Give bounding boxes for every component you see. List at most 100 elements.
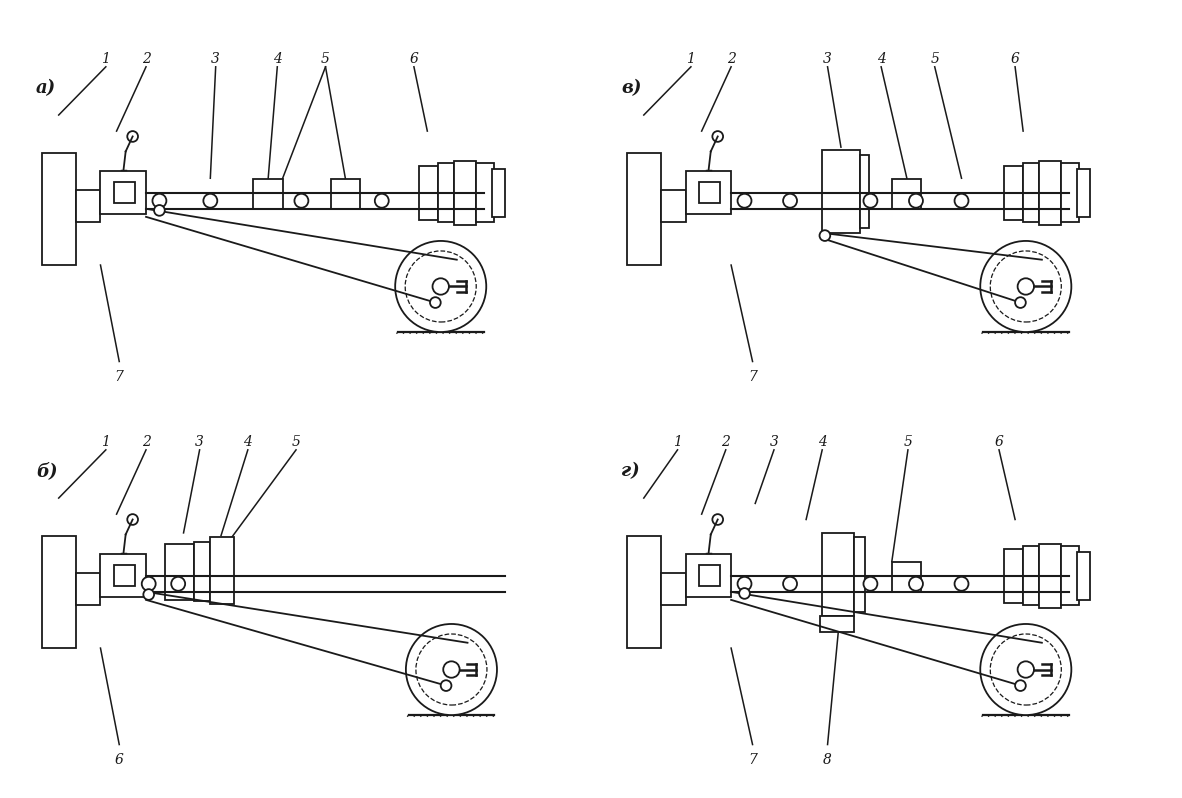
Text: 7: 7 (748, 753, 756, 767)
Bar (492, 168, 505, 217)
Circle shape (441, 680, 452, 691)
Circle shape (128, 131, 138, 142)
Circle shape (294, 194, 309, 207)
Bar (662, 573, 686, 605)
Circle shape (143, 589, 154, 600)
Bar (41, 152, 77, 265)
Bar (1077, 551, 1090, 600)
Bar (420, 166, 439, 219)
Bar (210, 537, 234, 604)
Bar (686, 555, 732, 597)
Text: 1: 1 (102, 435, 110, 448)
Text: 1: 1 (687, 52, 695, 65)
Bar (331, 180, 361, 209)
Circle shape (430, 297, 441, 308)
Circle shape (784, 194, 797, 207)
Text: 7: 7 (115, 369, 124, 384)
Text: 2: 2 (142, 435, 150, 448)
Circle shape (980, 624, 1071, 715)
Bar (626, 535, 662, 648)
Text: 7: 7 (748, 369, 756, 384)
Circle shape (819, 230, 830, 241)
Circle shape (1015, 297, 1026, 308)
Circle shape (1018, 279, 1034, 294)
Circle shape (955, 194, 968, 207)
Bar (113, 565, 135, 587)
Text: б): б) (37, 462, 58, 480)
Bar (1005, 166, 1024, 219)
Bar (859, 155, 869, 227)
Bar (100, 555, 147, 597)
Text: 3: 3 (769, 435, 779, 448)
Circle shape (784, 577, 797, 591)
Text: 3: 3 (195, 435, 204, 448)
Circle shape (713, 131, 723, 142)
Bar (1060, 547, 1079, 605)
Text: 6: 6 (1011, 52, 1020, 65)
Bar (686, 172, 732, 214)
Circle shape (375, 194, 389, 207)
Circle shape (909, 194, 923, 207)
Bar (1024, 547, 1039, 605)
Bar (253, 180, 282, 209)
Text: 5: 5 (903, 435, 913, 448)
Text: 8: 8 (823, 753, 832, 767)
Circle shape (395, 241, 486, 332)
Text: 2: 2 (727, 52, 735, 65)
Bar (823, 533, 855, 616)
Circle shape (864, 194, 877, 207)
Bar (164, 543, 194, 600)
Bar (77, 190, 100, 222)
Text: 1: 1 (673, 435, 682, 448)
Bar (626, 152, 662, 265)
Circle shape (738, 577, 752, 591)
Text: 5: 5 (322, 52, 330, 65)
Bar (699, 565, 720, 587)
Bar (1024, 164, 1039, 222)
Bar (439, 164, 454, 222)
Circle shape (713, 514, 723, 525)
Bar (454, 160, 475, 225)
Text: 3: 3 (212, 52, 220, 65)
Text: 6: 6 (409, 52, 418, 65)
Text: 5: 5 (292, 435, 300, 448)
Text: в): в) (622, 79, 642, 97)
Circle shape (739, 588, 749, 598)
Circle shape (128, 514, 138, 525)
Bar (819, 616, 855, 632)
Circle shape (142, 577, 156, 591)
Circle shape (405, 624, 496, 715)
Text: а): а) (37, 79, 57, 97)
Bar (1060, 164, 1079, 222)
Text: 2: 2 (142, 52, 150, 65)
Text: г): г) (622, 462, 639, 480)
Text: 3: 3 (823, 52, 832, 65)
Bar (475, 164, 494, 222)
Bar (1039, 160, 1060, 225)
Text: 6: 6 (994, 435, 1004, 448)
Circle shape (433, 279, 449, 294)
Circle shape (738, 194, 752, 207)
Text: 5: 5 (930, 52, 940, 65)
Circle shape (203, 194, 217, 207)
Circle shape (152, 194, 167, 207)
Text: 4: 4 (877, 52, 885, 65)
Circle shape (1015, 680, 1026, 691)
Bar (113, 182, 135, 203)
Bar (855, 536, 865, 611)
Text: 4: 4 (818, 435, 826, 448)
Text: 1: 1 (102, 52, 110, 65)
Bar (699, 182, 720, 203)
Circle shape (1018, 662, 1034, 678)
Bar (100, 172, 147, 214)
Circle shape (955, 577, 968, 591)
Bar (1039, 543, 1060, 608)
Bar (77, 573, 100, 605)
Bar (194, 542, 210, 601)
Bar (823, 150, 859, 233)
Circle shape (443, 662, 460, 678)
Circle shape (171, 577, 186, 591)
Circle shape (980, 241, 1071, 332)
Circle shape (864, 577, 877, 591)
Circle shape (154, 205, 164, 215)
